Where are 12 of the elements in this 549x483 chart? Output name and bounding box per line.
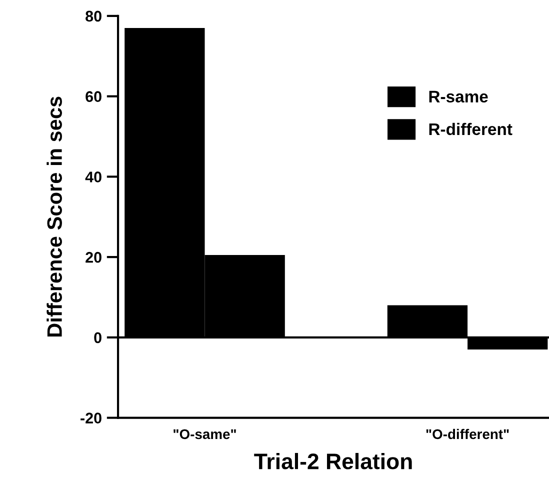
y-tick-label: 0 <box>94 332 102 344</box>
y-tick-label: 20 <box>86 252 102 263</box>
y-tick-label: 80 <box>86 10 102 22</box>
y-tick-label: 60 <box>86 91 102 102</box>
x-tick-label: "O-same" <box>174 429 236 440</box>
legend-label: R-different <box>429 122 512 136</box>
x-tick-label: "O-different" <box>426 428 509 440</box>
y-tick-label: 40 <box>85 172 102 182</box>
y-axis-title: Difference Score in secs <box>46 96 62 336</box>
legend-label: R-same <box>429 90 488 103</box>
x-axis-title: Trial-2 Relation <box>254 452 412 470</box>
y-tick-label: -20 <box>80 412 102 424</box>
